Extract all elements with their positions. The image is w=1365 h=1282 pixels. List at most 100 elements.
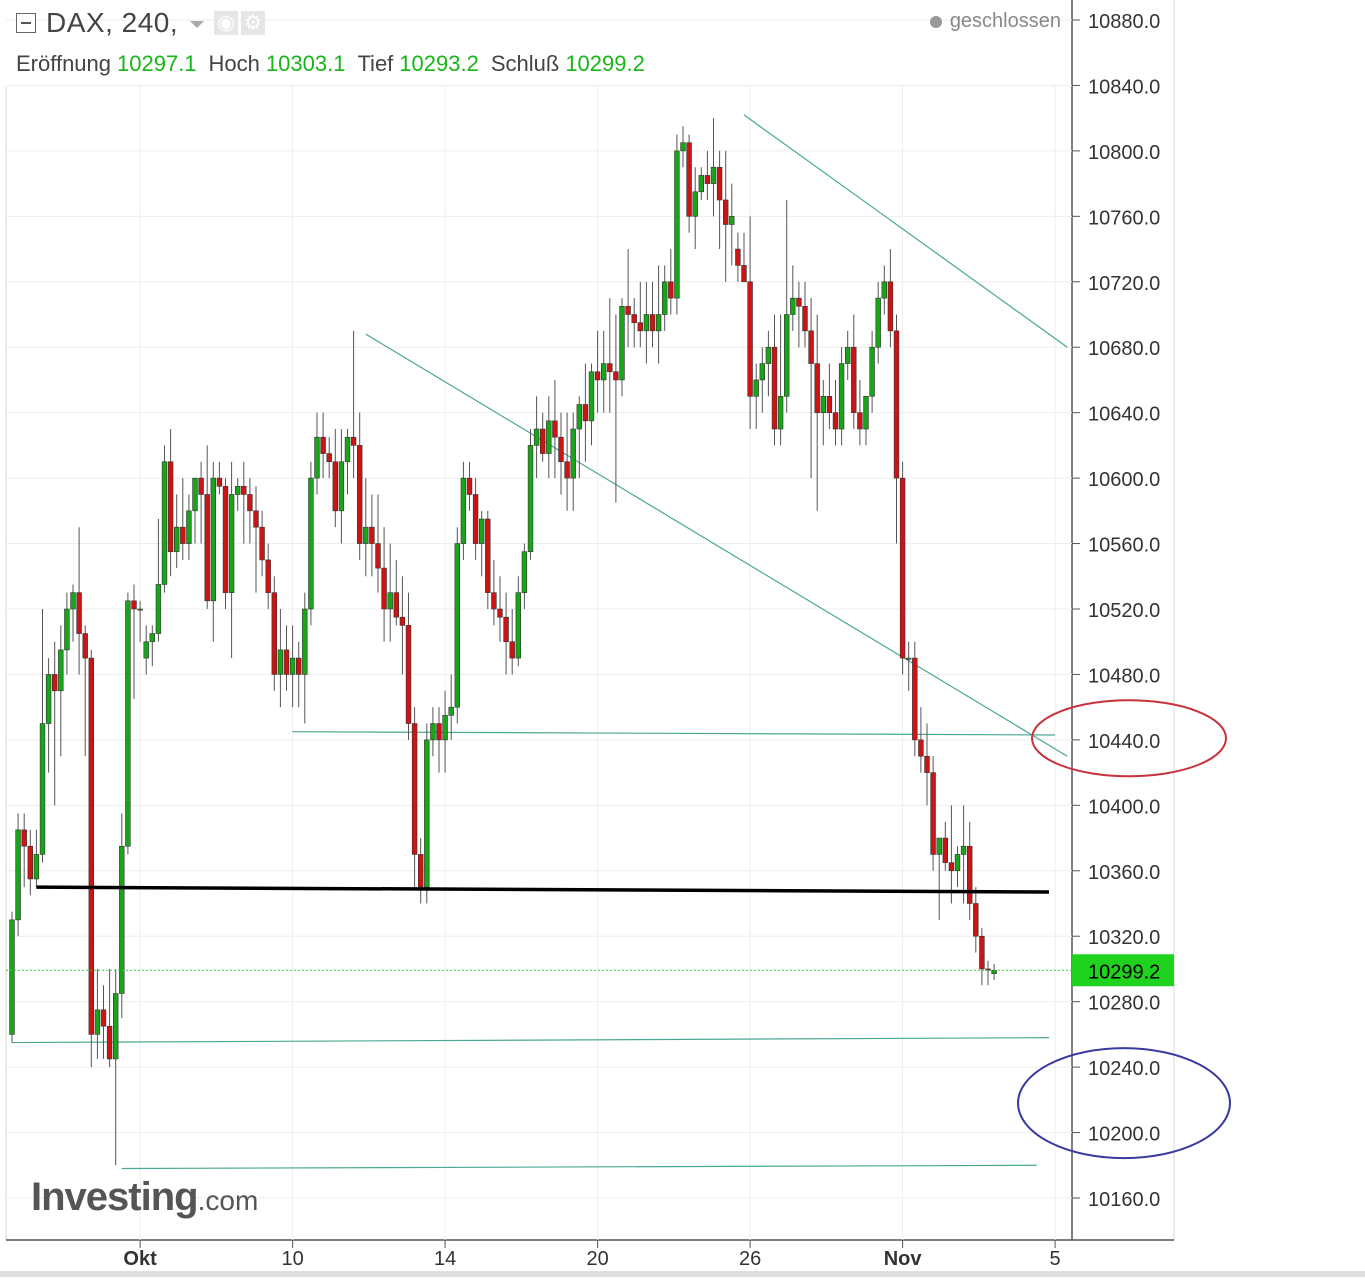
y-tick-label: 10280.0 xyxy=(1088,993,1160,1015)
candle-body xyxy=(704,175,711,184)
candle-body xyxy=(460,477,467,544)
candle-body xyxy=(594,371,601,381)
candle-body xyxy=(338,461,345,512)
candle-body xyxy=(39,723,46,855)
candle-body xyxy=(680,142,686,152)
candle-body xyxy=(186,510,192,544)
candle-body xyxy=(820,396,827,413)
candle-body xyxy=(94,1009,101,1035)
candle-body xyxy=(369,526,375,544)
candle-body xyxy=(222,485,229,593)
candle-body xyxy=(936,837,942,855)
candle-body xyxy=(899,477,906,659)
candle-body xyxy=(381,567,387,610)
candle-body xyxy=(478,518,485,544)
candle-body xyxy=(497,608,503,618)
collapse-icon[interactable] xyxy=(16,13,36,33)
candle-body xyxy=(674,150,680,299)
candle-body xyxy=(521,551,528,593)
y-tick-label: 10520.0 xyxy=(1088,600,1160,622)
x-tick-label: 26 xyxy=(739,1248,761,1270)
candle-body xyxy=(637,322,644,332)
candle-body xyxy=(966,845,973,904)
highlight-circles xyxy=(1017,699,1231,1160)
candle-body xyxy=(948,862,955,872)
candle-body xyxy=(668,281,674,299)
candle-body xyxy=(180,526,186,544)
trend-line xyxy=(121,1164,1037,1170)
candle-body xyxy=(454,543,460,708)
support-line-stroke xyxy=(36,885,1050,894)
x-tick-label: 20 xyxy=(586,1248,608,1270)
candle-body xyxy=(649,314,656,332)
candle-body xyxy=(277,649,284,675)
candle-body xyxy=(21,829,27,847)
candle-body xyxy=(765,346,772,364)
candle-body xyxy=(271,592,277,675)
candle-body xyxy=(405,625,412,724)
candle-body xyxy=(33,854,40,880)
candle-body xyxy=(241,485,247,495)
candle-body xyxy=(344,436,351,463)
candle-body xyxy=(863,396,869,430)
candle-body xyxy=(625,306,631,315)
candles xyxy=(9,118,997,1166)
gear-icon[interactable]: ⚙ xyxy=(241,11,266,35)
candle-body xyxy=(698,175,705,193)
open-label: Eröffnung xyxy=(16,51,112,76)
candle-body xyxy=(58,649,64,692)
candle-body xyxy=(64,608,70,651)
support-line xyxy=(36,885,1050,894)
time-axis[interactable]: Okt 10 14 20 26 Nov 5 xyxy=(123,1240,1061,1270)
candle-body xyxy=(930,772,936,855)
candle-body xyxy=(283,649,290,675)
candle-body xyxy=(363,526,369,544)
trend-annotations xyxy=(11,114,1068,1170)
candle-body xyxy=(466,477,473,495)
eye-icon[interactable]: ◉ xyxy=(214,11,239,35)
status-text: geschlossen xyxy=(949,10,1061,32)
candle-body xyxy=(875,297,881,348)
candle-body xyxy=(314,436,320,479)
candle-body xyxy=(729,216,735,225)
candle-body xyxy=(161,461,168,585)
chevron-down-icon[interactable] xyxy=(190,20,205,28)
candle-body xyxy=(167,461,174,553)
candle-body xyxy=(722,199,729,225)
candle-body xyxy=(546,420,552,454)
candle-body xyxy=(295,657,302,675)
trend-line xyxy=(292,731,1056,736)
y-tick-label: 10320.0 xyxy=(1088,927,1160,949)
candle-body xyxy=(143,641,149,659)
candle-body xyxy=(27,845,33,880)
candle-body xyxy=(204,494,210,602)
y-tick-label: 10200.0 xyxy=(1088,1124,1160,1146)
x-tick-label: 14 xyxy=(434,1248,456,1270)
candle-body xyxy=(735,248,741,266)
close-label: Schluß xyxy=(490,51,560,76)
candle-body xyxy=(503,616,509,643)
candle-body xyxy=(887,281,894,332)
candle-body xyxy=(247,494,253,512)
y-tick-label: 10480.0 xyxy=(1088,665,1160,687)
candle-body xyxy=(790,297,796,315)
candle-body xyxy=(643,314,650,332)
candle-body xyxy=(235,485,241,495)
close-value: 10299.2 xyxy=(565,51,645,76)
price-axis[interactable]: 10880.0 10840.0 10800.0 10760.0 10720.0 10680… xyxy=(1072,11,1160,1211)
candle-body xyxy=(417,854,424,888)
symbol-label[interactable]: DAX, 240, xyxy=(46,7,179,38)
candle-body xyxy=(100,1009,107,1027)
candle-body xyxy=(485,518,491,593)
last-price-label: 10299.2 xyxy=(1088,961,1160,983)
candle-body xyxy=(533,428,540,446)
trend-line xyxy=(11,1037,1050,1044)
candle-body xyxy=(814,363,820,413)
y-tick-label: 10600.0 xyxy=(1088,469,1160,491)
candle-body xyxy=(430,723,436,741)
y-tick-label: 10240.0 xyxy=(1088,1058,1160,1080)
candle-body xyxy=(515,592,522,659)
candle-body xyxy=(960,845,967,855)
x-tick-label: 10 xyxy=(281,1248,303,1270)
